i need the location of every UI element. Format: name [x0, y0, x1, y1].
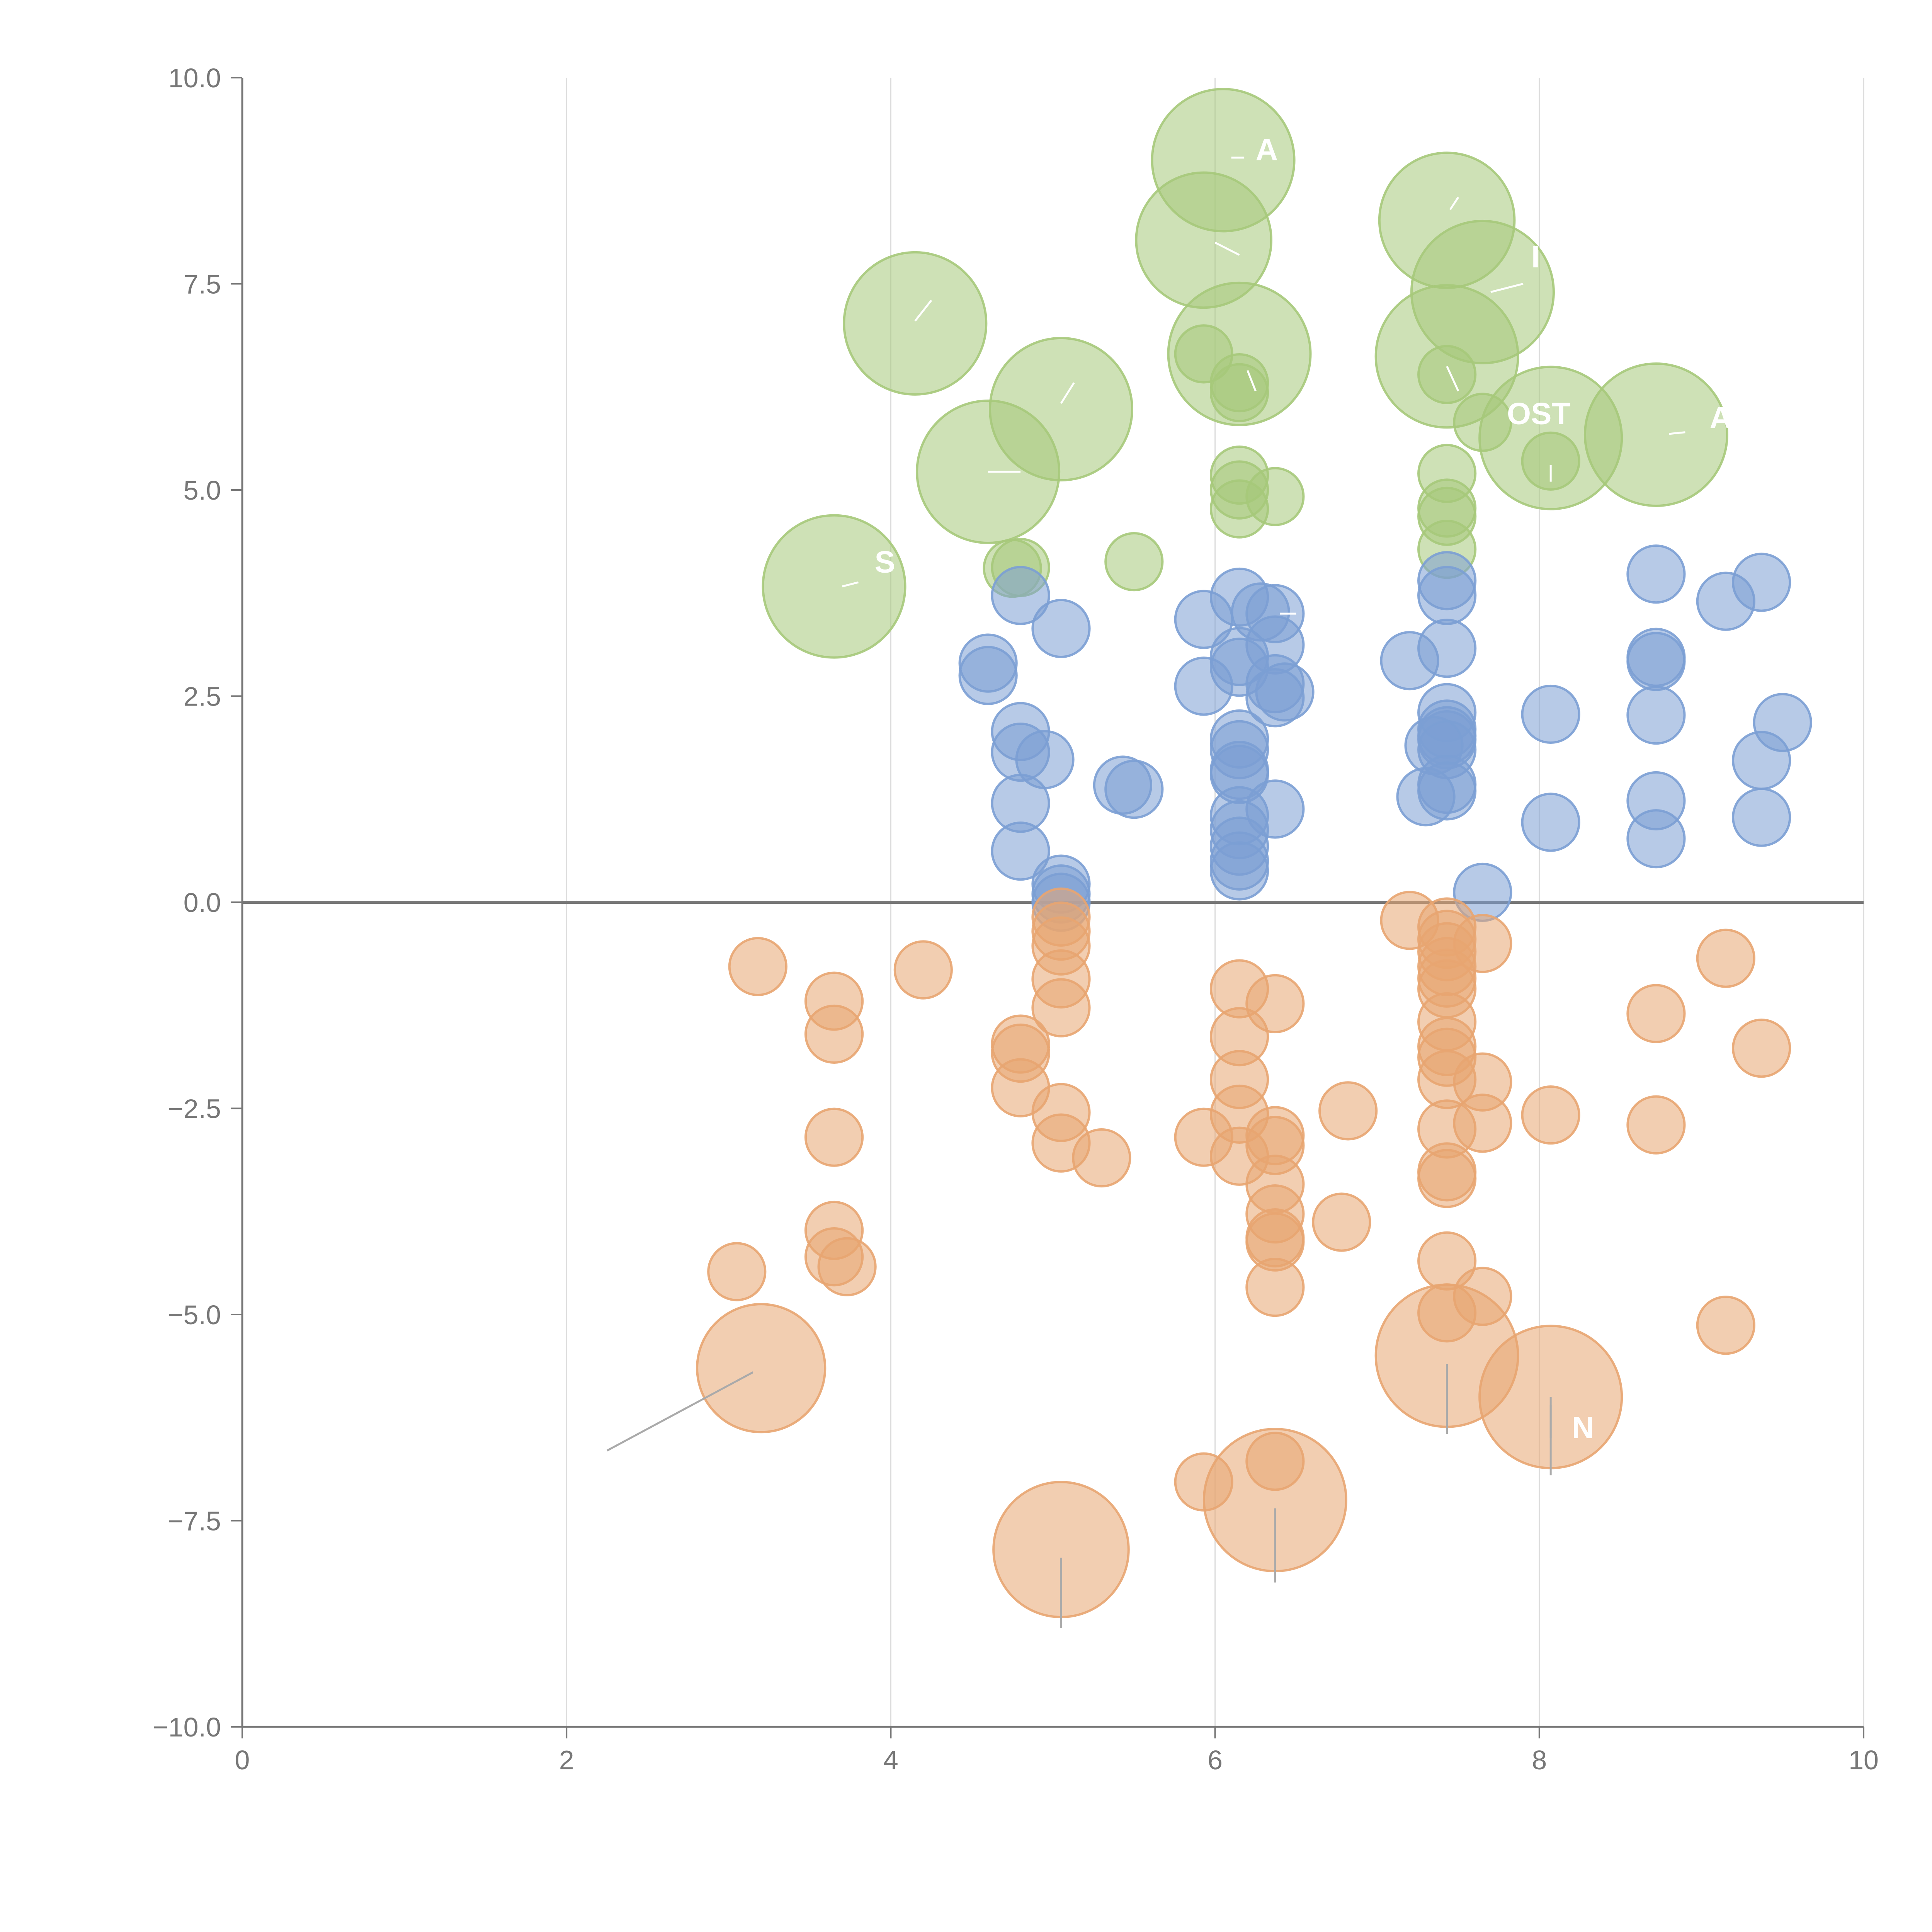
data-point-blue — [1417, 566, 1477, 625]
data-point-green — [1104, 532, 1164, 592]
data-point-orange — [1696, 1296, 1755, 1355]
data-point-orange — [696, 1303, 827, 1434]
data-point-orange — [1031, 978, 1091, 1037]
x-tick-label: 10 — [1849, 1745, 1879, 1775]
data-point-blue — [1245, 668, 1305, 728]
data-point-green — [1417, 345, 1477, 404]
y-tick-label: 10.0 — [168, 63, 221, 93]
data-point-orange — [1696, 929, 1755, 988]
y-tick-label: 5.0 — [184, 475, 221, 505]
data-point-blue — [1732, 787, 1791, 847]
annotation-label: S — [874, 544, 895, 579]
data-point-blue — [991, 566, 1050, 625]
data-point-orange — [1318, 1081, 1378, 1141]
annotation-leader-line — [1446, 366, 1459, 391]
annotation-label: OST — [1507, 396, 1571, 430]
data-point-blue — [991, 821, 1050, 881]
data-point-orange — [1417, 1149, 1477, 1208]
x-tick-label: 2 — [559, 1745, 574, 1775]
data-point-blue — [1209, 841, 1269, 901]
y-tick-label: 0.0 — [184, 888, 221, 918]
data-point-orange — [1245, 974, 1305, 1034]
y-tick-label: −2.5 — [168, 1094, 221, 1124]
data-point-orange — [707, 1242, 767, 1301]
data-point-green — [843, 251, 988, 396]
data-point-orange — [1245, 1432, 1305, 1491]
annotations: A I OST A S C N — [606, 132, 1732, 1628]
data-point-orange — [1072, 1128, 1131, 1188]
data-point-orange — [1453, 914, 1512, 973]
data-point-blue — [1174, 656, 1233, 716]
data-point-blue — [1521, 793, 1580, 852]
data-point-blue — [1732, 553, 1791, 612]
data-point-orange — [804, 1107, 864, 1167]
axes: 0 2 4 6 8 10 10.0 7.5 5.0 2.5 0.0 −2.5 −5.0 −7.5 −10.0 — [153, 63, 1879, 1775]
annotation-label: A — [1709, 400, 1732, 435]
data-point-orange — [728, 937, 787, 997]
y-tick-label: −10.0 — [153, 1712, 221, 1742]
data-point-blue — [1626, 809, 1686, 869]
data-point-orange — [1732, 1019, 1791, 1078]
data-point-green — [1521, 431, 1580, 491]
annotation-leader-line — [1490, 283, 1524, 293]
data-point-orange — [1174, 1452, 1233, 1512]
data-point-green — [762, 514, 906, 659]
y-tick-label: −5.0 — [168, 1300, 221, 1330]
data-point-blue — [1174, 590, 1233, 649]
data-point-blue — [1732, 731, 1791, 790]
annotation-label: C — [1312, 586, 1335, 620]
annotation-leader-line — [1247, 370, 1257, 391]
annotation-leader-line — [842, 581, 859, 588]
data-point-orange — [1626, 984, 1686, 1043]
data-point-orange — [1626, 1095, 1686, 1155]
x-tick-label: 4 — [883, 1745, 898, 1775]
annotation-label: I — [1531, 240, 1540, 274]
x-tick-label: 0 — [235, 1745, 250, 1775]
data-point-blue — [958, 646, 1018, 705]
data-point-blue — [1396, 767, 1456, 827]
annotation-leader-line — [1449, 197, 1459, 210]
x-tick-label: 8 — [1532, 1745, 1547, 1775]
y-tick-label: −7.5 — [168, 1506, 221, 1536]
annotation-leader-line — [1060, 382, 1075, 404]
annotation-label: A — [1256, 132, 1278, 167]
annotation-leader-line — [1669, 431, 1685, 435]
data-point-blue — [1521, 684, 1580, 744]
data-point-orange — [1453, 1094, 1512, 1153]
data-point-blue — [1417, 619, 1477, 678]
data-point-green — [1453, 393, 1512, 452]
data-point-orange — [1453, 1267, 1512, 1326]
data-point-orange — [893, 940, 953, 1000]
data-point-green — [1209, 363, 1269, 422]
data-point-orange — [1174, 1107, 1233, 1167]
data-point-blue — [1626, 685, 1686, 745]
data-points — [696, 88, 1812, 1618]
data-point-blue — [1626, 544, 1686, 604]
x-tick-label: 6 — [1208, 1745, 1223, 1775]
data-point-green — [1245, 467, 1305, 526]
data-point-orange — [804, 1004, 864, 1064]
y-tick-label: 2.5 — [184, 682, 221, 712]
data-point-orange — [817, 1237, 877, 1296]
data-point-blue — [1031, 599, 1091, 658]
annotation-label: N — [1572, 1410, 1594, 1445]
data-point-green — [1583, 362, 1728, 507]
data-point-orange — [1521, 1085, 1580, 1145]
data-point-orange — [1312, 1192, 1371, 1252]
annotation-leader-line — [914, 299, 932, 322]
data-point-orange — [1245, 1257, 1305, 1317]
y-tick-label: 7.5 — [184, 269, 221, 299]
annotation-leader-line — [1214, 242, 1240, 256]
data-point-blue — [1626, 632, 1686, 691]
annotation-leader-line — [606, 1371, 753, 1452]
data-point-blue — [1104, 760, 1164, 819]
